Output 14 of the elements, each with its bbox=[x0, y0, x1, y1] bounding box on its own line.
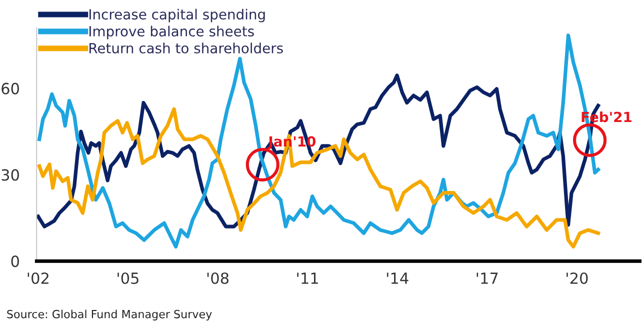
y-tick-label: 0 bbox=[11, 256, 19, 268]
source-note: Source: Global Fund Manager Survey bbox=[7, 310, 212, 320]
legend-label: Improve balance sheets bbox=[90, 26, 254, 40]
y-tick-label: 60 bbox=[2, 82, 19, 94]
x-tick-label: '17 bbox=[476, 272, 498, 284]
x-tick-label: '20 bbox=[566, 272, 588, 284]
legend-label: Return cash to shareholders bbox=[90, 42, 283, 54]
legend-label: Increase capital spending bbox=[90, 8, 265, 22]
x-tick-label: '11 bbox=[297, 272, 318, 284]
x-tick-label: '02 bbox=[28, 272, 48, 284]
x-tick-label: '14 bbox=[386, 272, 408, 284]
x-tick-label: '08 bbox=[207, 272, 229, 284]
x-tick-label: '05 bbox=[118, 272, 138, 284]
y-tick-label: 30 bbox=[2, 169, 19, 181]
